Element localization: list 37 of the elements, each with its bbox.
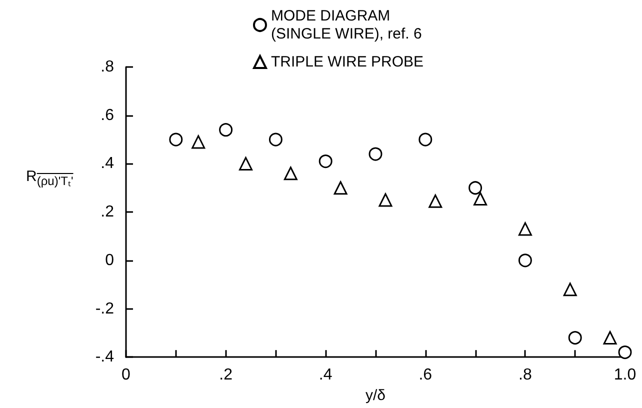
point: [284, 166, 298, 180]
point: [428, 194, 442, 208]
y-tick-label: .8: [100, 58, 114, 76]
point: [334, 181, 348, 195]
point: [378, 193, 392, 207]
x-tick-label: 0: [122, 366, 131, 384]
point: [518, 254, 532, 268]
point: [518, 222, 532, 236]
y-tick-label: -.4: [95, 348, 114, 366]
y-tick-label: -.2: [95, 300, 114, 318]
point: [563, 282, 577, 296]
point: [474, 192, 488, 206]
x-tick-label: .2: [219, 366, 233, 384]
y-tick-label: .2: [100, 204, 114, 221]
point: [368, 147, 382, 161]
point: [268, 132, 282, 146]
point: [318, 154, 332, 168]
y-tick-label: 0: [105, 252, 114, 269]
y-axis-title: R$_{(ρu)'Tₜ'}$: [26, 168, 74, 189]
point: [603, 331, 617, 345]
legend-label: TRIPLE WIRE PROBE: [271, 54, 424, 70]
legend-label: MODE DIAGRAM (SINGLE WIRE), ref. 6: [271, 8, 422, 42]
y-tick-label: .4: [100, 155, 114, 172]
x-axis-title: y/δ: [365, 387, 386, 404]
point: [618, 346, 632, 360]
point: [418, 132, 432, 146]
point: [192, 135, 206, 149]
point: [169, 132, 183, 146]
point: [568, 331, 582, 345]
x-tick-label: 1.0: [614, 366, 636, 384]
y-tick-label: .6: [100, 106, 114, 124]
x-tick-label: .4: [318, 366, 332, 384]
x-tick-label: .8: [518, 366, 532, 384]
point: [468, 181, 482, 195]
x-tick-label: .6: [418, 366, 432, 384]
point: [239, 156, 253, 170]
point: [219, 123, 233, 137]
